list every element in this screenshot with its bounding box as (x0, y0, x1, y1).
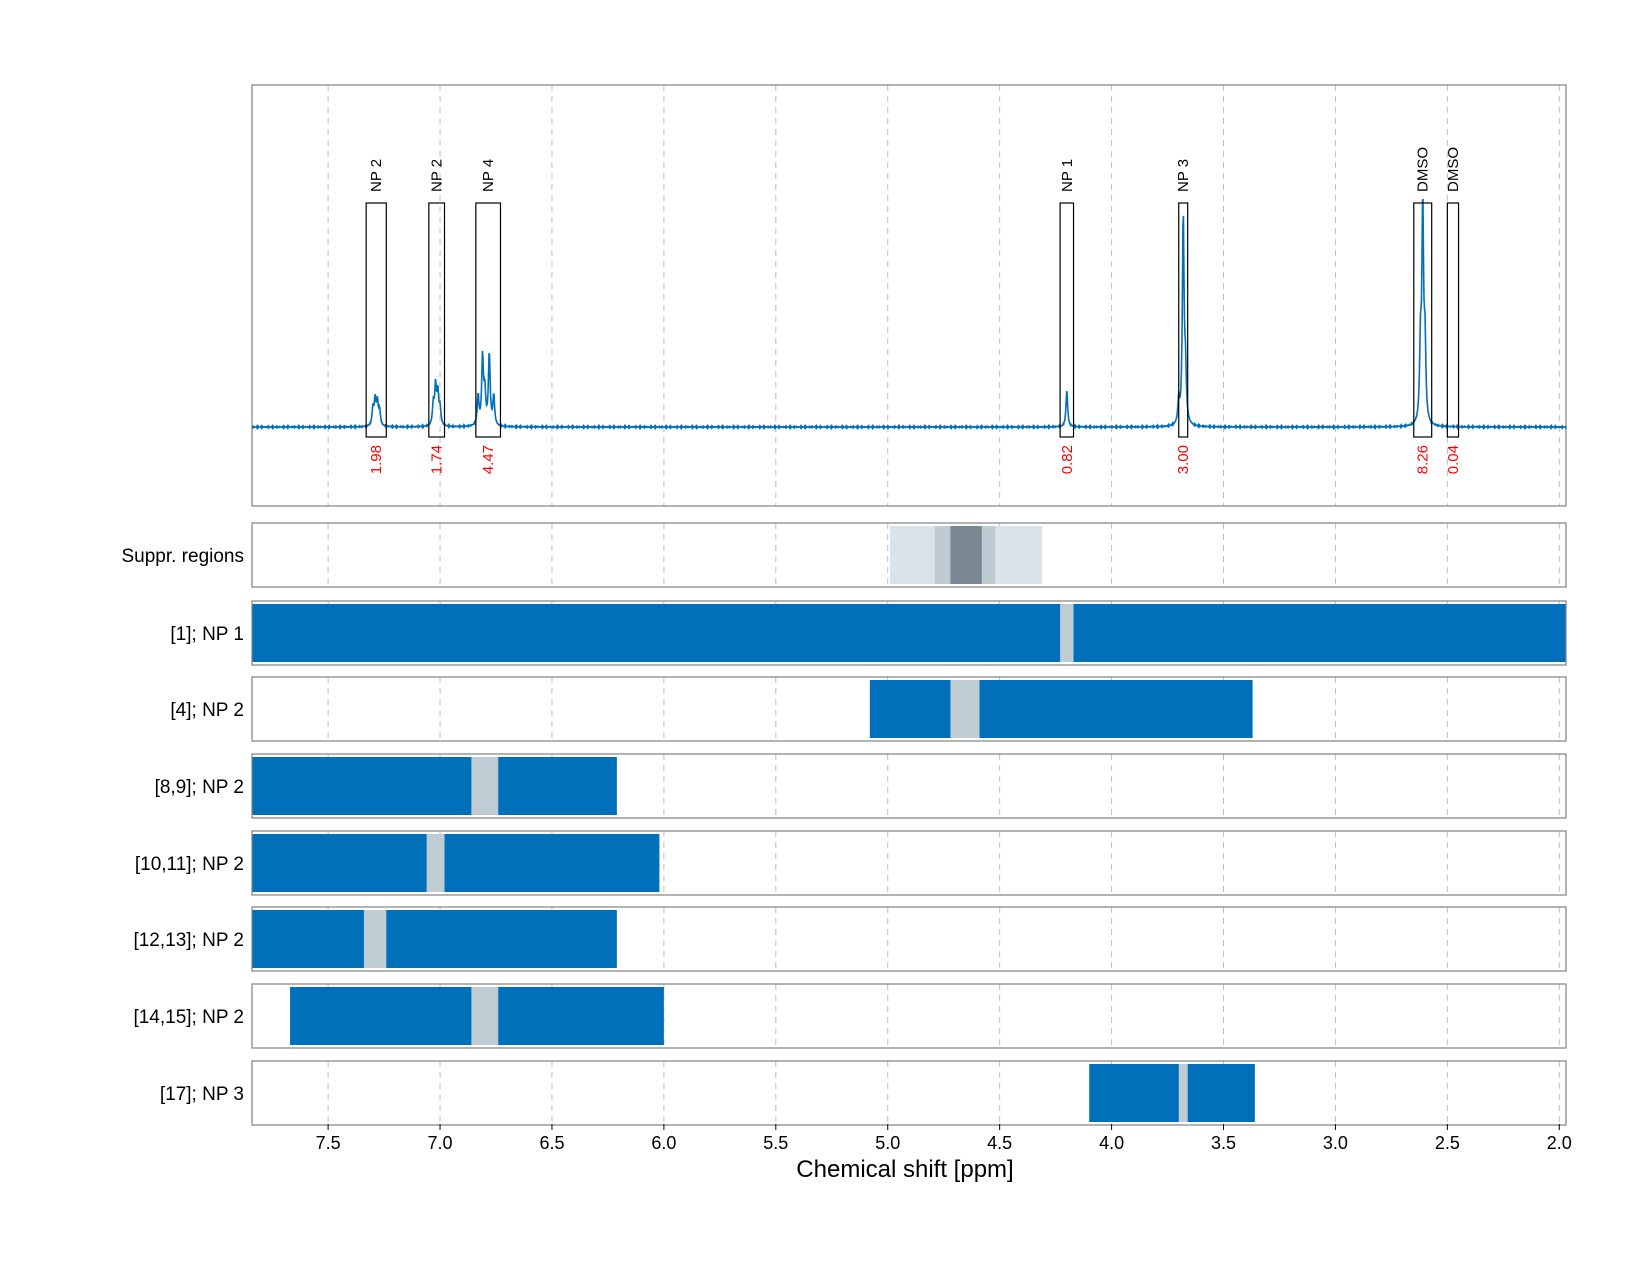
integration-box (1413, 202, 1433, 438)
track-row: [1]; NP 1 (170, 600, 1567, 666)
range-bar (252, 834, 660, 892)
track-frame (251, 906, 1567, 972)
track-label: [1]; NP 1 (170, 624, 244, 645)
range-tracks: Suppr. regions [1]; NP 1 [4]; NP 2 [8,9]; N… (121, 522, 1567, 1126)
range-bar (252, 604, 1566, 662)
range-bar (252, 910, 617, 968)
x-tick-label: 2.5 (1435, 1133, 1460, 1153)
x-tick-label: 5.0 (875, 1133, 900, 1153)
track-row: [8,9]; NP 2 (155, 753, 1567, 819)
track-label: [12,13]; NP 2 (133, 930, 244, 951)
range-gap (471, 987, 499, 1045)
suppression-region (950, 526, 982, 584)
grid-lines (327, 85, 1560, 1125)
track-frame (251, 753, 1567, 819)
x-tick-label: 7.5 (316, 1133, 341, 1153)
track-label: [8,9]; NP 2 (155, 777, 244, 798)
spectrum-frame (251, 84, 1567, 507)
track-label: [17]; NP 3 (160, 1084, 244, 1105)
track-row: Suppr. regions (121, 522, 1567, 588)
integration-box (1059, 202, 1075, 438)
x-tick-label: 3.5 (1211, 1133, 1236, 1153)
integral-value: 1.98 (368, 445, 385, 474)
x-tick-label: 4.0 (1099, 1133, 1124, 1153)
integration-box (1178, 202, 1189, 438)
integration-box (1446, 202, 1460, 438)
range-gap (363, 910, 387, 968)
integration-region-label: NP 1 (1059, 159, 1076, 192)
integral-value: 8.26 (1415, 445, 1432, 474)
track-row: [4]; NP 2 (170, 676, 1567, 742)
track-label: [4]; NP 2 (170, 700, 244, 721)
x-tick-label: 5.5 (763, 1133, 788, 1153)
integral-value: 1.74 (429, 445, 446, 474)
x-tick-label: 7.0 (428, 1133, 453, 1153)
x-axis: 7.5 7.0 6.5 6.0 5.5 5.0 4.5 4.0 3.5 3.0 2.5 2.0 (316, 1124, 1572, 1153)
spectrum-panel: NP 2 1.98 NP 2 1.74 NP 4 4.47 NP 1 0.82 NP 3 3.00… (251, 84, 1567, 507)
integration-box (475, 202, 502, 438)
range-gap (471, 757, 499, 815)
track-frame (251, 1060, 1567, 1126)
integral-value: 3.00 (1175, 445, 1192, 474)
track-frame (251, 600, 1567, 666)
track-frame (251, 676, 1567, 742)
range-gap (1178, 1064, 1188, 1122)
integral-value: 0.82 (1059, 445, 1076, 474)
x-tick-label: 2.0 (1547, 1133, 1572, 1153)
integration-box (365, 202, 387, 438)
track-label: Suppr. regions (121, 546, 244, 567)
x-tick-label: 3.0 (1323, 1133, 1348, 1153)
track-row: [12,13]; NP 2 (133, 906, 1567, 972)
track-row: [10,11]; NP 2 (135, 830, 1567, 896)
range-bar (252, 757, 617, 815)
integral-value: 4.47 (480, 445, 497, 474)
integration-region-label: NP 2 (368, 159, 385, 192)
integration-region-label: NP 3 (1175, 159, 1192, 192)
range-gap (1060, 604, 1074, 662)
integral-value: 0.04 (1445, 445, 1462, 474)
integration-region-label: NP 2 (429, 159, 446, 192)
track-row: [17]; NP 3 (160, 1060, 1567, 1126)
spectrum-line (251, 198, 1567, 431)
x-tick-label: 4.5 (987, 1133, 1012, 1153)
range-bar (1089, 1064, 1255, 1122)
track-row: [14,15]; NP 2 (133, 983, 1567, 1049)
x-tick-label: 6.0 (651, 1133, 676, 1153)
x-tick-label: 6.5 (539, 1133, 564, 1153)
integration-region-label: NP 4 (480, 159, 497, 192)
integration-region-label: DMSO (1415, 147, 1432, 192)
integration-region-label: DMSO (1445, 147, 1462, 192)
x-axis-label: Chemical shift [ppm] (796, 1156, 1013, 1183)
track-frame (251, 983, 1567, 1049)
range-bar (869, 680, 1253, 738)
range-gap (426, 834, 445, 892)
track-frame (251, 522, 1567, 588)
track-frame (251, 830, 1567, 896)
track-label: [10,11]; NP 2 (135, 854, 244, 875)
range-gap (950, 680, 980, 738)
integration-box (428, 202, 446, 438)
track-label: [14,15]; NP 2 (133, 1007, 244, 1028)
